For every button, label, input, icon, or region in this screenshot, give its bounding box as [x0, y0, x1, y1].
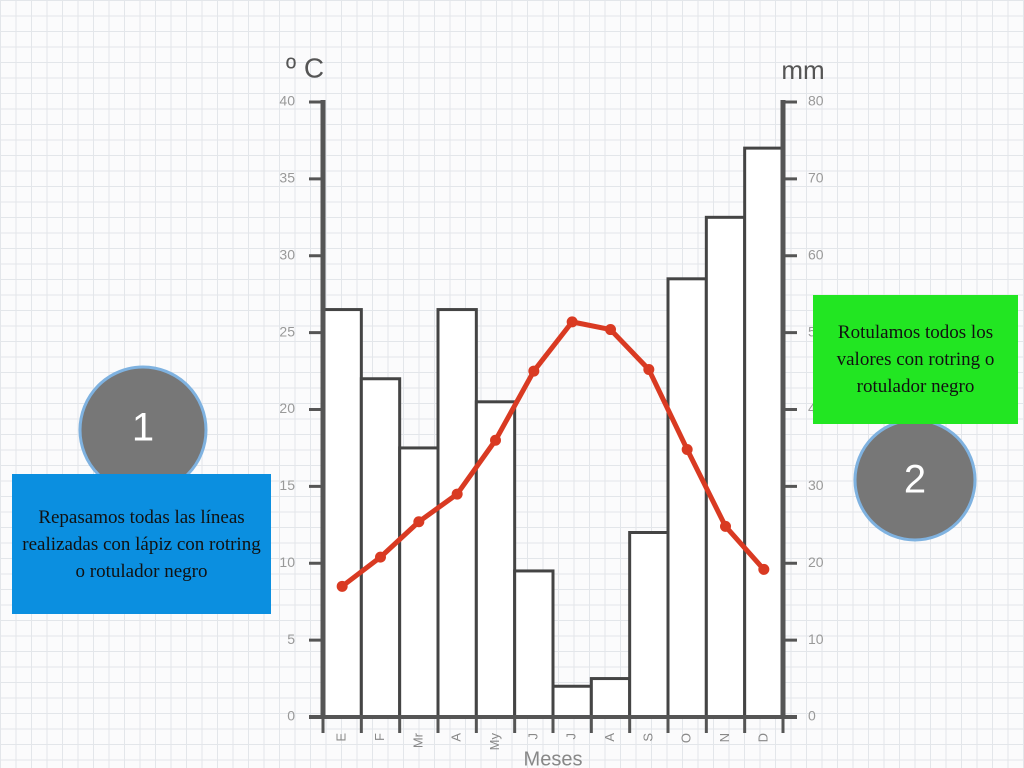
precipitation-bar [513, 569, 555, 719]
y-tick-label: 5 [287, 631, 295, 647]
precipitation-bar [321, 308, 363, 719]
x-tick-label: F [372, 733, 387, 741]
temperature-point [528, 365, 540, 377]
y-axis-title: º C [286, 52, 324, 83]
x-tick-label: O [679, 733, 694, 743]
x-tick-label: N [717, 733, 732, 742]
y-tick-label: 25 [279, 323, 295, 339]
x-tick-label: S [640, 733, 655, 742]
x-tick-label: Mr [410, 732, 425, 748]
x-tick-label: My [487, 733, 502, 751]
precipitation-bar [628, 531, 670, 719]
note-box: Repasamos todas las líneas realizadas co… [12, 474, 271, 614]
temperature-point [413, 516, 425, 528]
temperature-point [566, 316, 578, 328]
y2-tick-label: 20 [808, 554, 824, 570]
temperature-point [605, 324, 616, 336]
x-tick-label: A [449, 733, 464, 742]
temperature-point [490, 434, 501, 446]
precipitation-bar [474, 400, 517, 719]
x-tick-label: A [602, 733, 617, 742]
y-tick-label: 20 [279, 400, 295, 416]
x-tick-label: E [334, 733, 349, 742]
temperature-point [643, 364, 655, 376]
precipitation-bar [666, 277, 708, 719]
temperature-point [451, 488, 463, 500]
y2-tick-label: 80 [808, 93, 824, 109]
step-number: 2 [904, 458, 926, 502]
y-tick-label: 35 [279, 170, 295, 186]
y-tick-label: 10 [279, 554, 295, 570]
precipitation-bar [704, 215, 747, 719]
y2-axis-title: mm [781, 55, 824, 85]
temperature-point [375, 551, 386, 563]
x-tick-label: J [525, 733, 540, 740]
x-tick-label: D [755, 733, 770, 742]
temperature-point [720, 520, 731, 532]
y-tick-label: 30 [279, 246, 295, 262]
y2-tick-label: 60 [808, 246, 824, 262]
precipitation-bar [551, 684, 593, 719]
y-tick-label: 40 [279, 93, 295, 109]
y-tick-label: 15 [279, 477, 295, 493]
x-axis-title: Meses [524, 748, 583, 768]
precipitation-bar [589, 677, 632, 719]
x-tick-label: J [564, 733, 579, 740]
y-tick-label: 0 [287, 708, 295, 724]
y2-tick-label: 70 [808, 170, 824, 186]
y2-tick-label: 0 [808, 708, 816, 724]
precipitation-bar [743, 146, 785, 719]
temperature-point [336, 580, 348, 592]
y2-tick-label: 30 [808, 477, 824, 493]
temperature-point [681, 443, 693, 455]
note-box: Rotulamos todos los valores con rotring … [813, 295, 1018, 424]
y2-tick-label: 10 [808, 631, 824, 647]
precipitation-bar [398, 446, 440, 719]
temperature-point [758, 563, 770, 575]
precipitation-bar [436, 308, 478, 719]
step-number: 1 [132, 406, 154, 450]
temperature-line [339, 319, 767, 589]
